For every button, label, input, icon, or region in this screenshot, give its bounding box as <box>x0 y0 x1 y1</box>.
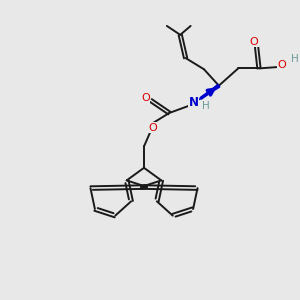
Text: O: O <box>148 123 157 133</box>
Text: H: H <box>291 54 298 64</box>
Polygon shape <box>199 84 220 100</box>
Text: O: O <box>141 93 150 103</box>
Text: N: N <box>189 96 199 109</box>
Text: O: O <box>278 60 286 70</box>
Text: O: O <box>250 37 259 47</box>
Text: H: H <box>202 100 210 111</box>
